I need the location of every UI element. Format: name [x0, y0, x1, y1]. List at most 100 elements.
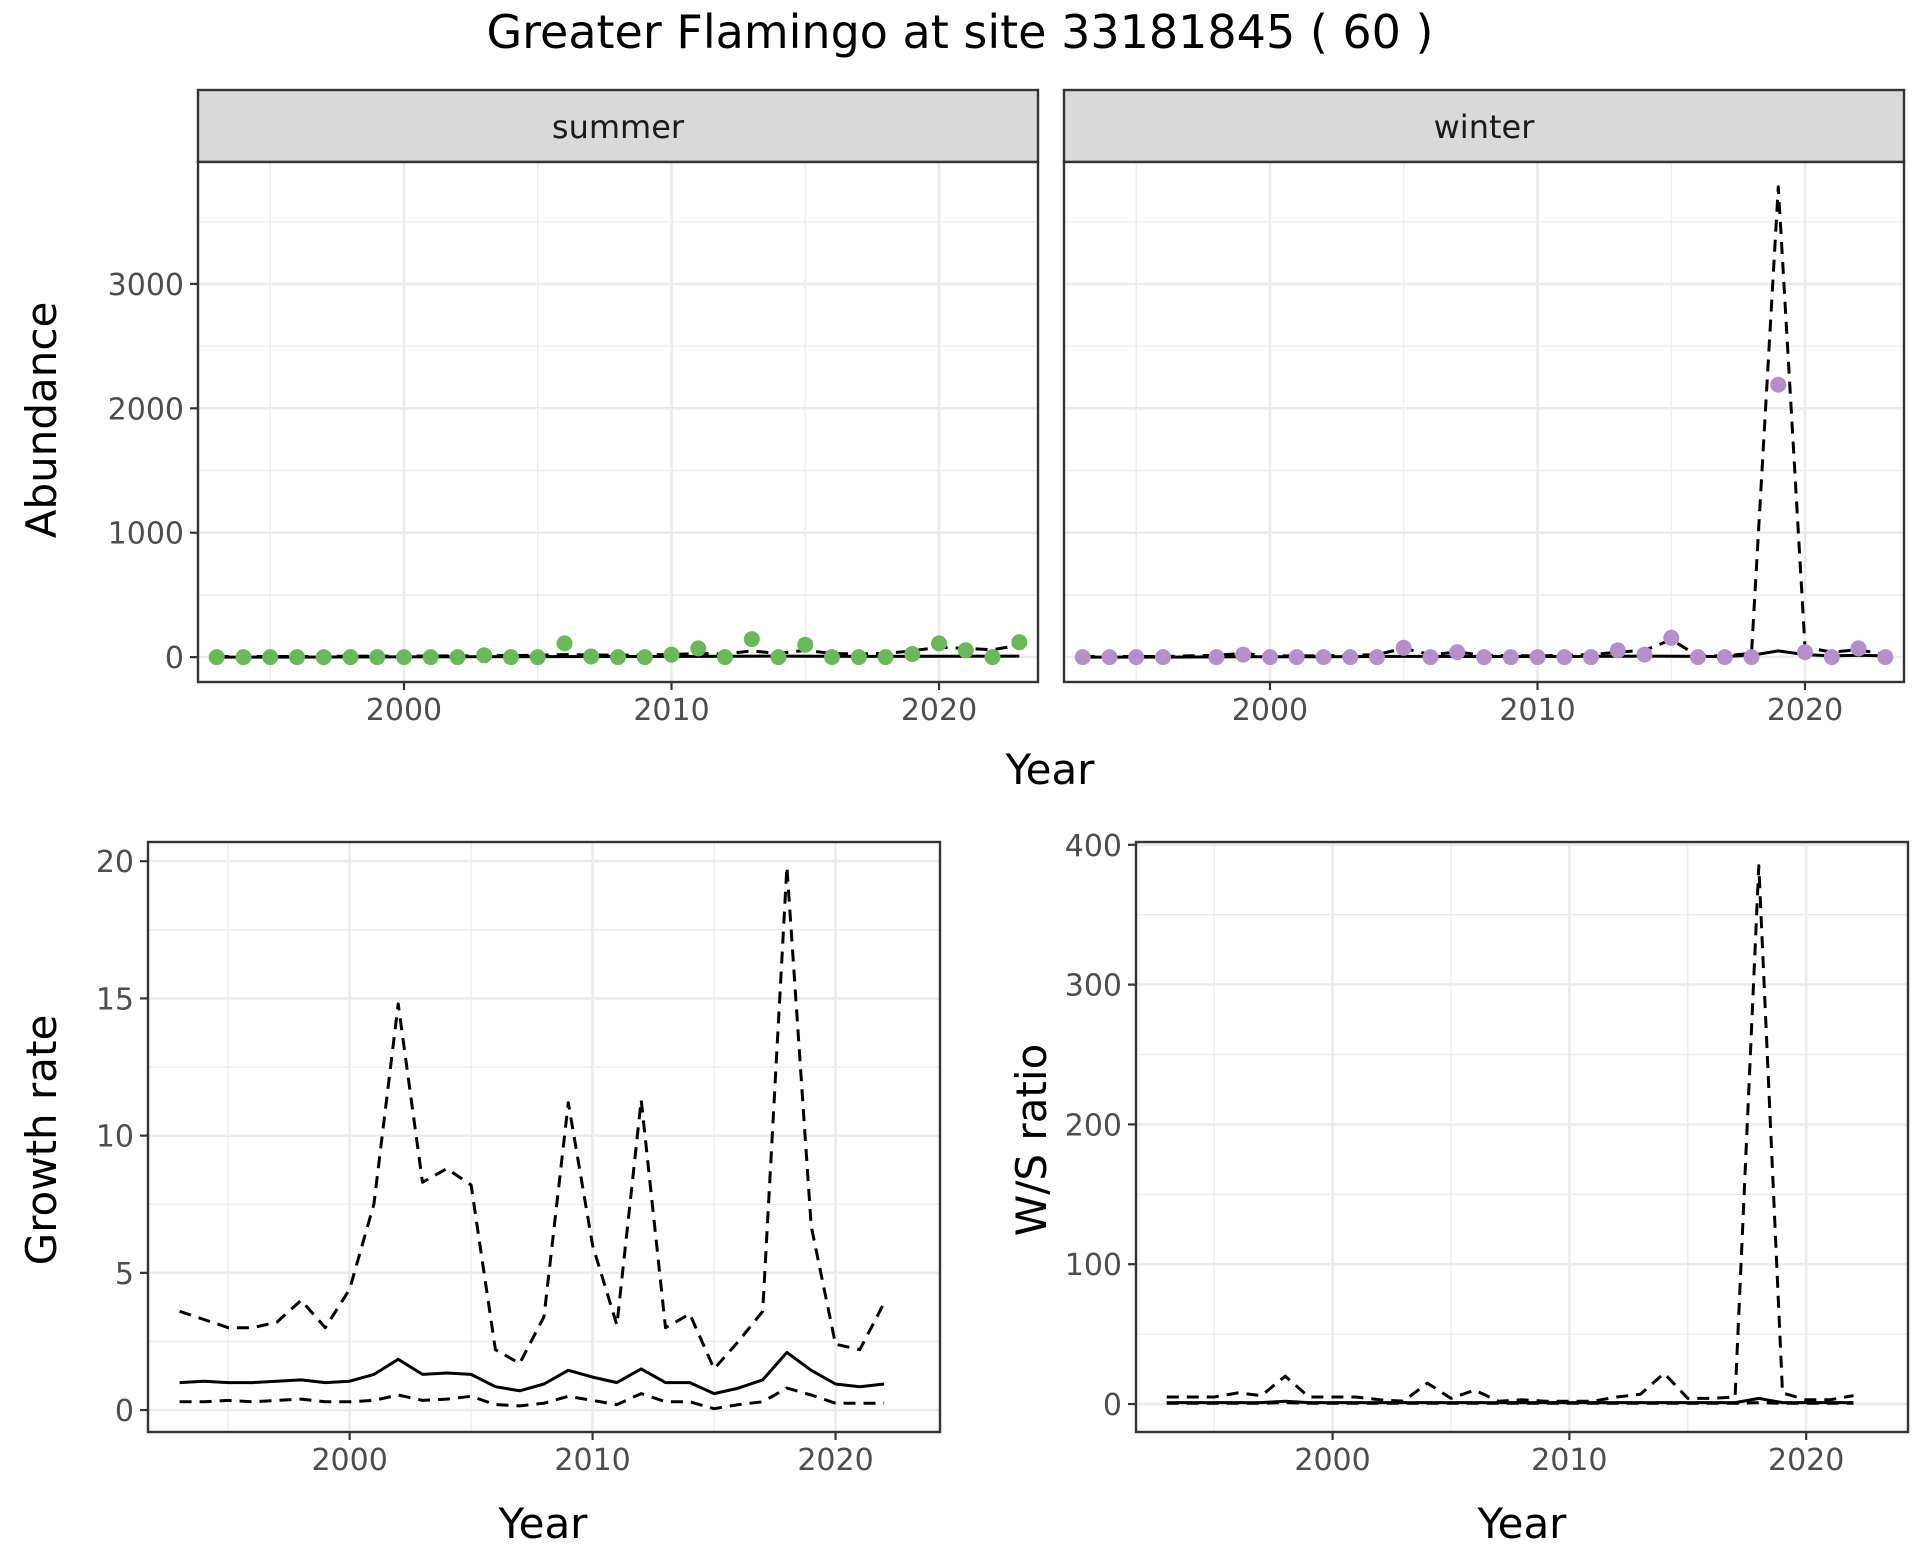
ws-x-axis-title: Year: [1477, 1499, 1568, 1548]
strip-winter: [1062, 88, 1906, 164]
abundance-summer-panel-background: [198, 162, 1038, 682]
abundance-summer-data-point: [610, 649, 626, 666]
abundance-y-axis-title: Abundance: [17, 302, 66, 539]
abundance-summer-x-tick-label: 2000: [366, 693, 442, 728]
abundance-summer-data-point: [743, 631, 760, 648]
abundance-winter-data-point: [1208, 649, 1225, 666]
growth-x-tick-label: 2000: [311, 1443, 387, 1478]
abundance-summer-y-tick-label: 0: [165, 641, 184, 676]
abundance-summer-data-point: [503, 649, 519, 666]
abundance-summer-panel-border: [196, 160, 1040, 684]
ws-ratio-x-tick-label: 2020: [1768, 1443, 1844, 1478]
abundance-winter-data-point: [1288, 649, 1305, 666]
abundance-winter-panel-border: [1062, 160, 1906, 684]
strip-summer-label: summer: [552, 108, 685, 146]
ws-ratio-y-tick-label: 300: [1065, 969, 1122, 1004]
growth-panel-background: [148, 842, 940, 1432]
abundance-summer-data-point: [770, 649, 787, 666]
abundance-winter-data-point: [1422, 649, 1439, 666]
growth-x-axis-title: Year: [498, 1499, 589, 1548]
abundance-summer-data-point: [369, 649, 386, 666]
abundance-winter-data-point: [1235, 646, 1252, 663]
abundance-winter-data-point: [1074, 649, 1091, 666]
abundance-summer-data-point: [583, 648, 600, 665]
abundance-winter-data-point: [1262, 649, 1278, 666]
abundance-winter-data-point: [1716, 649, 1733, 666]
abundance-summer-data-point: [663, 646, 680, 663]
abundance-winter-x-tick-label: 2000: [1232, 693, 1308, 728]
abundance-winter-data-point: [1315, 649, 1332, 666]
abundance-winter-data-point: [1128, 649, 1145, 666]
ws-ratio-chart: 2000 2010 2020 0 100 200 300 400 W/S ratio Year: [1007, 829, 1910, 1548]
growth-x-tick-label: 2020: [797, 1443, 873, 1478]
growth-panel-border: [146, 840, 942, 1434]
abundance-winter-data-point: [1342, 649, 1359, 666]
abundance-summer-data-point: [208, 649, 225, 666]
abundance-summer-data-point: [984, 649, 1001, 666]
abundance-summer-data-point: [396, 649, 412, 666]
abundance-summer-data-point: [690, 640, 707, 657]
abundance-winter-data-point: [1583, 649, 1599, 666]
abundance-winter-data-point: [1770, 376, 1787, 393]
abundance-winter-panel-background: [1064, 162, 1904, 682]
abundance-winter-data-point: [1101, 649, 1118, 666]
abundance-summer-y-tick-label: 1000: [108, 517, 184, 552]
abundance-winter-data-point: [1529, 649, 1546, 666]
abundance-winter-data-point: [1502, 649, 1519, 666]
panel-winter: winter 2000 2010 2020: [1062, 88, 1906, 728]
ws-ratio-panel-background: [1136, 842, 1908, 1432]
growth-rate-plot: 2000 2010 2020 0 5 10 15 20: [96, 840, 942, 1478]
abundance-winter-data-point: [1823, 649, 1840, 666]
abundance-winter-data-point: [1449, 644, 1466, 661]
panel-summer: summer 2000 2010 2020 0 1000 2000 3000: [108, 88, 1040, 728]
abundance-winter-data-point: [1850, 640, 1867, 657]
abundance-summer-data-point: [904, 646, 921, 662]
ws-ratio-series-ci-1: [1166, 864, 1854, 1403]
abundance-summer-data-point: [717, 649, 733, 666]
abundance-winter-data-point: [1395, 639, 1412, 656]
ws-ratio-series-ci-2: [1166, 1401, 1854, 1405]
abundance-summer-data-point: [262, 649, 279, 666]
abundance-summer-x-tick-label: 2010: [633, 693, 709, 728]
abundance-winter-data-point: [1556, 649, 1573, 666]
ws-y-axis-title: W/S ratio: [1007, 1044, 1056, 1237]
abundance-summer-data-point: [850, 649, 867, 666]
ws-ratio-x-tick-label: 2010: [1531, 1443, 1607, 1478]
abundance-summer-y-tick-label: 3000: [108, 268, 184, 303]
abundance-winter-data-point: [1369, 649, 1385, 666]
abundance-summer-data-point: [315, 649, 332, 666]
growth-y-tick-label: 15: [96, 982, 134, 1017]
growth-series-estimate-0: [179, 1350, 885, 1396]
abundance-summer-data-point: [556, 635, 573, 652]
abundance-summer-data-point: [877, 649, 894, 666]
ws-ratio-y-tick-label: 100: [1065, 1248, 1122, 1283]
abundance-summer-data-point: [636, 649, 653, 666]
abundance-winter-data-point: [1690, 649, 1706, 666]
abundance-summer-data-point: [235, 649, 252, 666]
abundance-winter-data-point: [1476, 649, 1492, 666]
ws-ratio-panel-border: [1134, 840, 1910, 1434]
figure-title: Greater Flamingo at site 33181845 ( 60 ): [486, 5, 1433, 59]
abundance-winter-data-point: [1609, 642, 1626, 659]
strip-summer: [196, 88, 1040, 164]
growth-x-tick-label: 2010: [554, 1443, 630, 1478]
abundance-winter-data-point: [1636, 646, 1653, 663]
abundance-chart: summer 2000 2010 2020 0 1000 2000 3000 winter …: [17, 88, 1906, 794]
abundance-winter-x-tick-label: 2020: [1767, 693, 1843, 728]
abundance-summer-y-tick-label: 2000: [108, 392, 184, 427]
growth-y-tick-label: 20: [96, 845, 134, 880]
abundance-winter-plot: 2000 2010 2020: [1062, 160, 1906, 728]
growth-y-tick-label: 0: [115, 1394, 134, 1429]
abundance-summer-data-point: [476, 647, 493, 664]
abundance-summer-data-point: [931, 635, 947, 652]
ws-ratio-y-tick-label: 400: [1065, 829, 1122, 864]
abundance-summer-data-point: [289, 649, 305, 666]
growth-y-axis-title: Growth rate: [17, 1015, 66, 1266]
ws-ratio-plot: 2000 2010 2020 0 100 200 300 400: [1065, 829, 1910, 1478]
abundance-summer-data-point: [449, 649, 466, 666]
abundance-winter-data-point: [1155, 649, 1171, 666]
growth-series-ci-1: [179, 865, 886, 1371]
abundance-x-axis-title: Year: [1005, 745, 1096, 794]
abundance-summer-data-point: [797, 636, 814, 653]
abundance-summer-data-point: [824, 649, 840, 666]
